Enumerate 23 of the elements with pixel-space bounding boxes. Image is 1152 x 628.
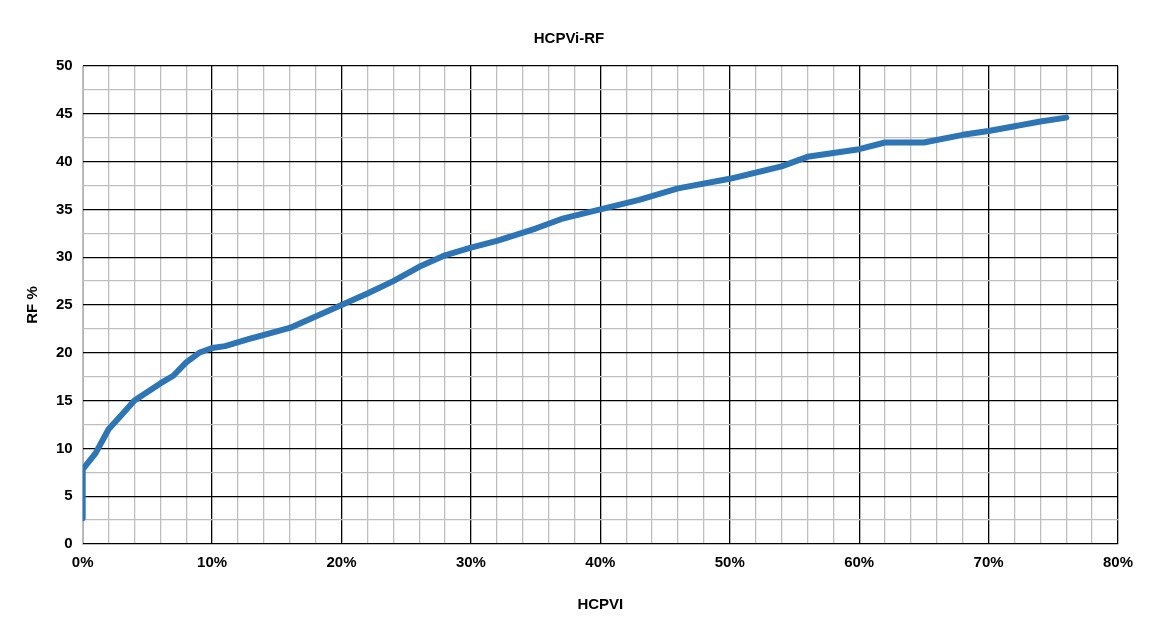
y-tick-label: 15 bbox=[56, 390, 73, 408]
y-tick-label: 10 bbox=[56, 438, 73, 456]
x-tick-label: 70% bbox=[973, 553, 1004, 571]
y-tick-label: 35 bbox=[56, 199, 73, 217]
y-tick-label: 30 bbox=[56, 247, 73, 265]
y-tick-label: 0 bbox=[64, 534, 73, 552]
y-tick-label: 40 bbox=[56, 151, 73, 169]
x-tick-label: 20% bbox=[326, 553, 357, 571]
y-tick-label: 20 bbox=[56, 342, 73, 360]
x-tick-label: 10% bbox=[197, 553, 228, 571]
x-tick-label: 80% bbox=[1102, 553, 1134, 571]
x-tick-label: 60% bbox=[844, 553, 875, 571]
y-tick-label: 50 bbox=[56, 56, 73, 74]
y-axis-title: RF % bbox=[23, 286, 41, 324]
y-tick-label: 5 bbox=[64, 486, 73, 504]
chart-title: HCPVi-RF bbox=[533, 29, 605, 47]
x-tick-label: 40% bbox=[585, 553, 616, 571]
x-tick-label: 0% bbox=[71, 553, 94, 571]
x-tick-label: 50% bbox=[714, 553, 745, 571]
y-tick-label: 45 bbox=[56, 103, 73, 121]
x-tick-label: 30% bbox=[455, 553, 486, 571]
x-axis-title: HCPVI bbox=[577, 595, 624, 613]
y-tick-label: 25 bbox=[56, 295, 73, 313]
